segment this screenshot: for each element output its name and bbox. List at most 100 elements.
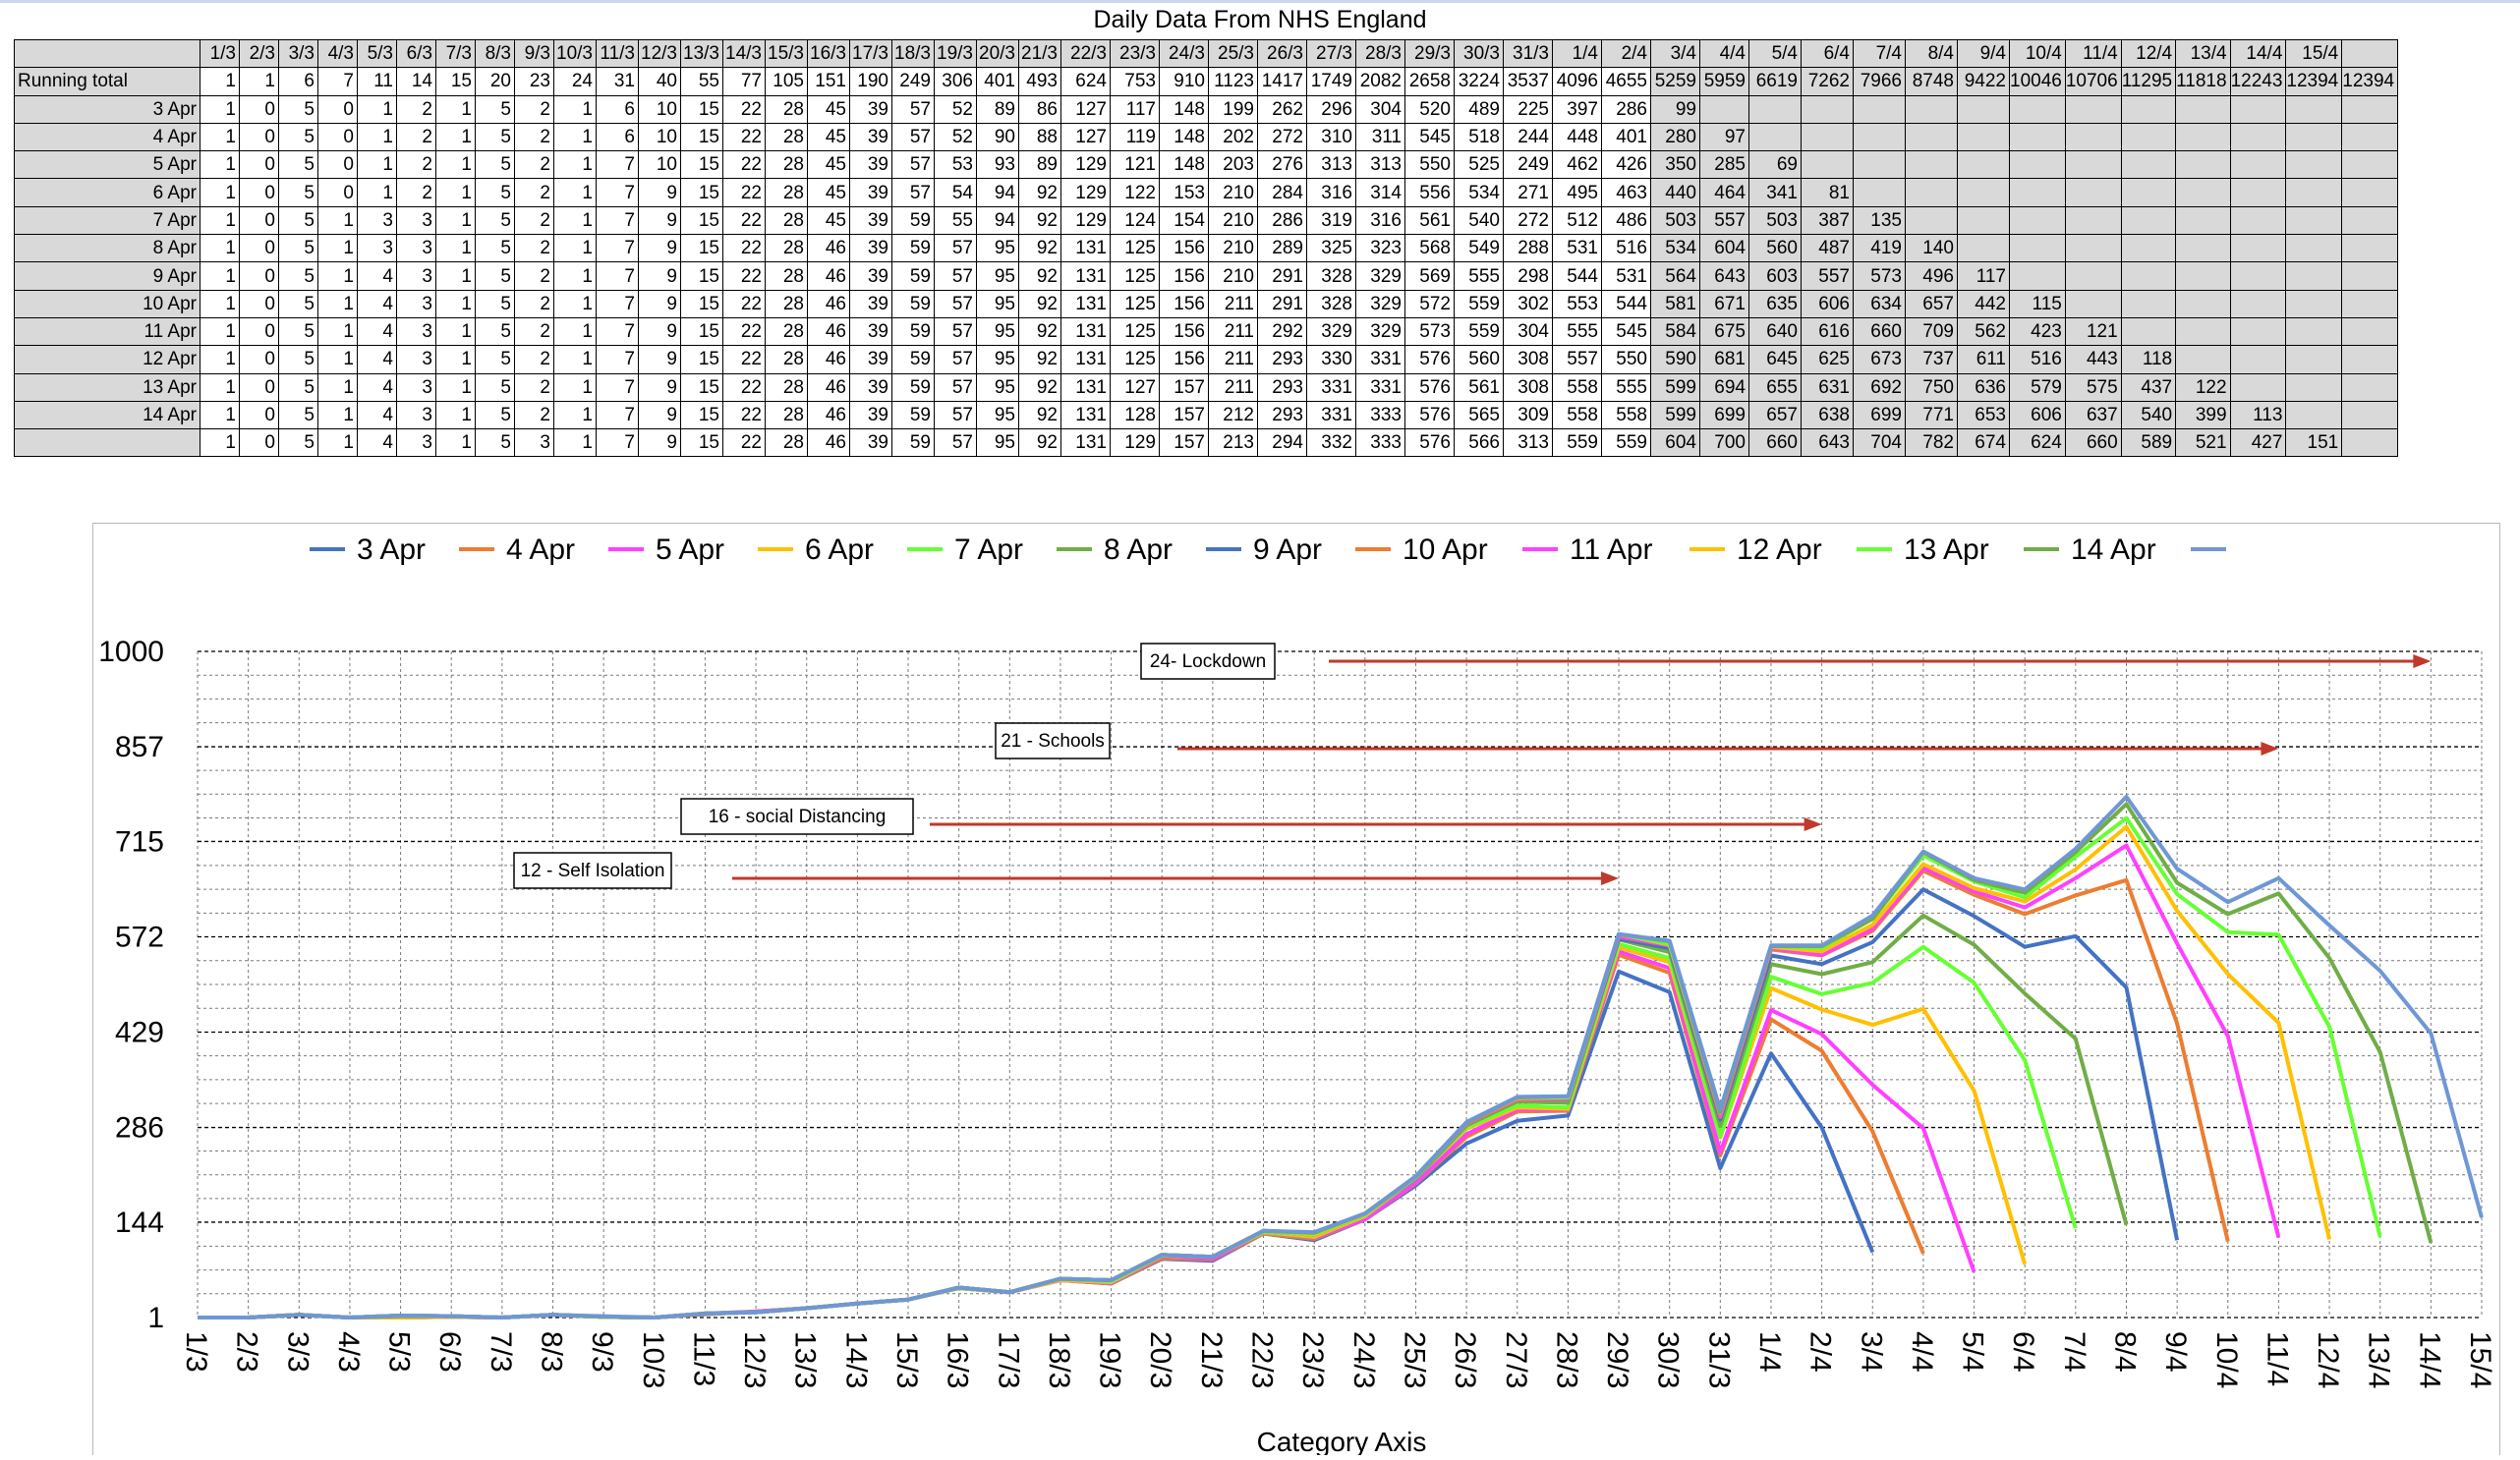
table-cell[interactable]: 534 (1650, 234, 1700, 263)
table-cell[interactable]: 39 (849, 178, 892, 207)
table-cell[interactable] (2064, 289, 2122, 318)
table-column-header[interactable]: 3/3 (278, 38, 318, 69)
table-cell[interactable] (2229, 94, 2287, 124)
table-cell[interactable]: 9 (638, 261, 681, 291)
table-cell[interactable]: 115 (2009, 289, 2066, 318)
table-cell[interactable] (2285, 372, 2343, 402)
table-column-header[interactable]: 19/3 (934, 38, 977, 69)
table-cell[interactable]: 319 (1306, 205, 1356, 236)
table-cell[interactable]: 1 (200, 345, 240, 374)
table-cell[interactable]: 5 (278, 428, 318, 458)
table-cell[interactable]: 210 (1208, 261, 1258, 291)
table-cell[interactable]: 576 (1404, 428, 1455, 458)
table-cell[interactable]: 46 (807, 316, 850, 347)
table-cell[interactable]: 69 (1748, 150, 1802, 180)
table-cell[interactable]: 493 (1018, 67, 1061, 96)
table-cell[interactable]: 611 (1957, 345, 2010, 374)
table-cell[interactable]: 1 (435, 345, 476, 374)
table-cell[interactable]: 2 (514, 205, 554, 236)
table-cell[interactable]: 5 (278, 400, 318, 430)
table-cell[interactable]: 122 (1110, 178, 1160, 207)
table-cell[interactable]: 22 (722, 428, 766, 458)
table-cell[interactable]: 503 (1748, 205, 1802, 236)
table-cell[interactable]: 46 (807, 261, 850, 291)
table-cell[interactable]: 298 (1503, 261, 1553, 291)
table-cell[interactable]: 555 (1454, 261, 1504, 291)
table-cell[interactable]: 1 (553, 178, 597, 207)
table-column-header[interactable]: 4/3 (317, 38, 358, 69)
table-cell[interactable] (2175, 234, 2231, 263)
table-cell[interactable]: 95 (976, 289, 1019, 318)
table-cell[interactable]: 11295 (2120, 67, 2177, 96)
table-cell[interactable]: 448 (1552, 122, 1602, 152)
table-cell[interactable]: 131 (1060, 428, 1111, 458)
table-cell[interactable]: 604 (1650, 428, 1700, 458)
table-cell[interactable]: 495 (1552, 178, 1602, 207)
table-cell[interactable]: 129 (1110, 428, 1160, 458)
table-cell[interactable]: 503 (1650, 205, 1700, 236)
table-cell[interactable]: 1 (317, 316, 358, 347)
table-cell[interactable]: 280 (1650, 122, 1700, 152)
table-cell[interactable]: 561 (1454, 372, 1504, 402)
table-cell[interactable]: 89 (1018, 150, 1061, 180)
table-cell[interactable]: 443 (2064, 345, 2122, 374)
table-cell[interactable]: 0 (239, 94, 279, 124)
table-cell[interactable]: 119 (1110, 122, 1160, 152)
table-cell[interactable] (2341, 234, 2399, 263)
table-cell[interactable] (2341, 94, 2399, 124)
table-cell[interactable]: 5 (475, 400, 515, 430)
table-cell[interactable]: 5 (278, 289, 318, 318)
table-cell[interactable]: 94 (976, 205, 1019, 236)
table-cell[interactable]: 9 (638, 428, 681, 458)
table-cell[interactable]: 516 (2009, 345, 2066, 374)
table-cell[interactable]: 604 (1699, 234, 1749, 263)
table-cell[interactable] (2285, 400, 2343, 430)
table-cell[interactable]: 22 (722, 345, 766, 374)
table-cell[interactable]: 427 (2229, 428, 2287, 458)
table-cell[interactable]: 0 (239, 150, 279, 180)
table-cell[interactable] (2064, 234, 2122, 263)
table-cell[interactable] (1905, 205, 1958, 236)
table-cell[interactable]: 97 (1699, 122, 1749, 152)
table-cell[interactable]: 6 (596, 94, 639, 124)
table-cell[interactable]: 1 (200, 205, 240, 236)
table-cell[interactable]: 153 (1159, 178, 1209, 207)
table-cell[interactable]: 1 (553, 234, 597, 263)
table-cell[interactable]: 7 (596, 261, 639, 291)
table-cell[interactable] (2341, 122, 2399, 152)
table-cell[interactable]: 559 (1454, 289, 1504, 318)
table-cell[interactable]: 15 (680, 400, 723, 430)
table-cell[interactable]: 7966 (1853, 67, 1906, 96)
table-cell[interactable]: 1 (553, 345, 597, 374)
table-cell[interactable]: 157 (1159, 372, 1209, 402)
table-cell[interactable]: 7 (596, 150, 639, 180)
table-cell[interactable]: 125 (1110, 234, 1160, 263)
table-column-header[interactable]: 1/3 (200, 38, 240, 69)
table-cell[interactable]: 660 (2064, 428, 2122, 458)
table-cell[interactable] (2229, 372, 2287, 402)
table-cell[interactable]: 643 (1801, 428, 1854, 458)
table-cell[interactable]: 22 (722, 150, 766, 180)
table-cell[interactable]: 95 (976, 372, 1019, 402)
table-cell[interactable] (2009, 205, 2066, 236)
table-cell[interactable]: 11 (357, 67, 397, 96)
table-cell[interactable]: 10 (638, 94, 681, 124)
table-cell[interactable] (2120, 150, 2177, 180)
table-cell[interactable]: 57 (934, 316, 977, 347)
table-column-header[interactable]: 1/4 (1552, 38, 1602, 69)
table-cell[interactable]: 671 (1699, 289, 1749, 318)
table-cell[interactable]: 23 (514, 67, 554, 96)
table-cell[interactable] (2341, 261, 2399, 291)
table-column-header[interactable]: 21/3 (1018, 38, 1061, 69)
table-cell[interactable]: 293 (1257, 345, 1307, 374)
table-cell[interactable]: 2 (514, 289, 554, 318)
table-cell[interactable]: 55 (934, 205, 977, 236)
table-cell[interactable]: 284 (1257, 178, 1307, 207)
table-cell[interactable]: 544 (1601, 289, 1651, 318)
table-column-header[interactable]: 2/4 (1601, 38, 1651, 69)
table-cell[interactable]: 5959 (1699, 67, 1749, 96)
table-cell[interactable]: 5 (475, 345, 515, 374)
table-cell[interactable]: 131 (1060, 234, 1111, 263)
table-cell[interactable]: 692 (1853, 372, 1906, 402)
table-cell[interactable]: 4655 (1601, 67, 1651, 96)
